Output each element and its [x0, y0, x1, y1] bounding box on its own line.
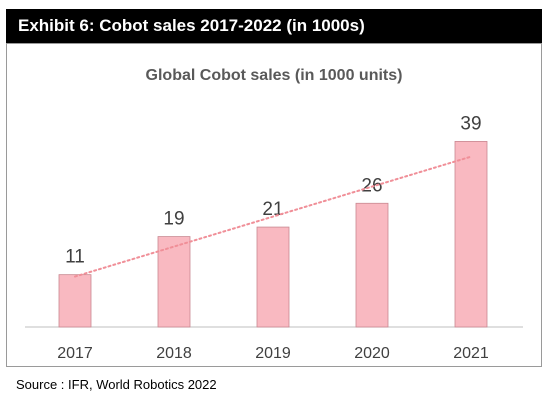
bar [355, 202, 389, 328]
data-label: 19 [163, 209, 184, 230]
bar [157, 236, 191, 328]
bar [58, 274, 92, 328]
bar [256, 226, 290, 328]
x-tick-label: 2019 [255, 345, 291, 362]
exhibit-title: Exhibit 6: Cobot sales 2017-2022 (in 100… [6, 9, 542, 43]
x-tick-label: 2017 [57, 345, 93, 362]
bar [454, 141, 488, 328]
data-label: 11 [65, 247, 85, 268]
x-tick-label: 2018 [156, 345, 192, 362]
chart-frame: Global Cobot sales (in 1000 units) 11 201… [6, 43, 542, 367]
source-note: Source : IFR, World Robotics 2022 [16, 377, 217, 392]
bar-chart: Global Cobot sales (in 1000 units) 11 201… [25, 67, 523, 362]
trendline [74, 155, 472, 278]
chart-title: Global Cobot sales (in 1000 units) [146, 67, 403, 84]
x-tick-label: 2021 [453, 345, 489, 362]
data-label: 39 [460, 113, 481, 134]
x-tick-label: 2020 [354, 345, 390, 362]
